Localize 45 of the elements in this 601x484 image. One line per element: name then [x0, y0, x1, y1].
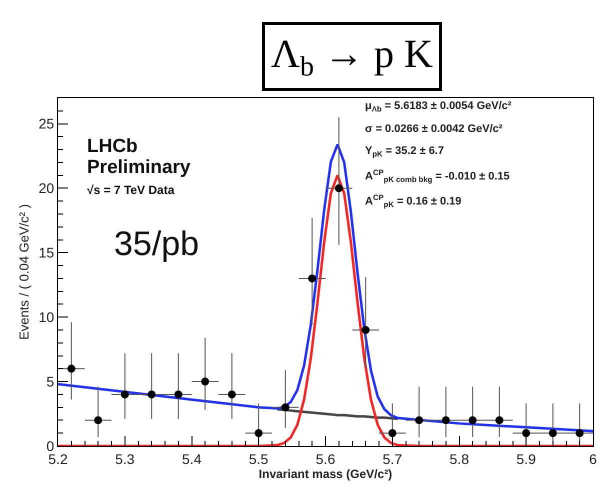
annotation: A$^{CP}$$_{pK comb bkg}$ = -0.010 ± 0.15	[365, 168, 510, 184]
y-tick-label: 20	[38, 180, 54, 196]
annotation: A$^{CP}$$_{pK}$ = 0.16 ± 0.19	[365, 193, 462, 209]
x-tick-label: 5.5	[248, 450, 269, 467]
x-tick-label: 5.4	[182, 450, 202, 467]
point	[576, 429, 584, 438]
point	[201, 378, 210, 386]
point	[442, 416, 450, 424]
point	[468, 416, 477, 424]
point	[415, 416, 424, 424]
point	[148, 390, 156, 398]
point	[548, 429, 557, 438]
point	[334, 184, 343, 192]
x-tick-label: 5.7	[382, 450, 402, 467]
chart-title: Λ$_{b}$ → p K	[271, 31, 434, 82]
annotation: μ$_{Λb}$ = 5.6183 ± 0.0054 GeV/c²	[365, 100, 512, 114]
annotation: 35/pb	[114, 225, 200, 263]
x-tick-label: 5.9	[516, 450, 536, 467]
x-tick-label: 6	[589, 450, 598, 467]
point	[254, 429, 263, 438]
y-tick-label: 25	[38, 116, 54, 132]
x-tick-label: 5.6	[316, 450, 336, 467]
annotation: LHCb	[87, 136, 138, 157]
point	[308, 274, 316, 282]
x-tick-label: 5.8	[450, 450, 470, 467]
point	[94, 416, 102, 424]
y-tick-label: 5	[46, 373, 54, 390]
point	[388, 429, 396, 438]
x-tick-label: 5.3	[115, 450, 135, 467]
point	[281, 403, 290, 412]
point	[522, 429, 530, 438]
y-tick-label: 10	[38, 309, 54, 326]
annotation: Preliminary	[87, 157, 191, 178]
annotation: Y$_{pK}$ = 35.2 ± 6.7	[365, 145, 444, 158]
annotation: σ = 0.0266 ± 0.0042 GeV/c²	[365, 123, 503, 135]
point	[362, 326, 370, 334]
point	[67, 364, 76, 373]
point	[495, 416, 504, 424]
point	[120, 390, 129, 398]
point	[174, 390, 182, 398]
annotation: √s = 7 TeV Data	[87, 183, 175, 197]
point	[228, 390, 236, 398]
y-tick-label: 15	[38, 244, 54, 261]
y-axis-title: Events / ( 0.04 GeV/c² )	[16, 204, 32, 340]
x-axis-title: Invariant mass (GeV/c²)	[258, 466, 392, 481]
